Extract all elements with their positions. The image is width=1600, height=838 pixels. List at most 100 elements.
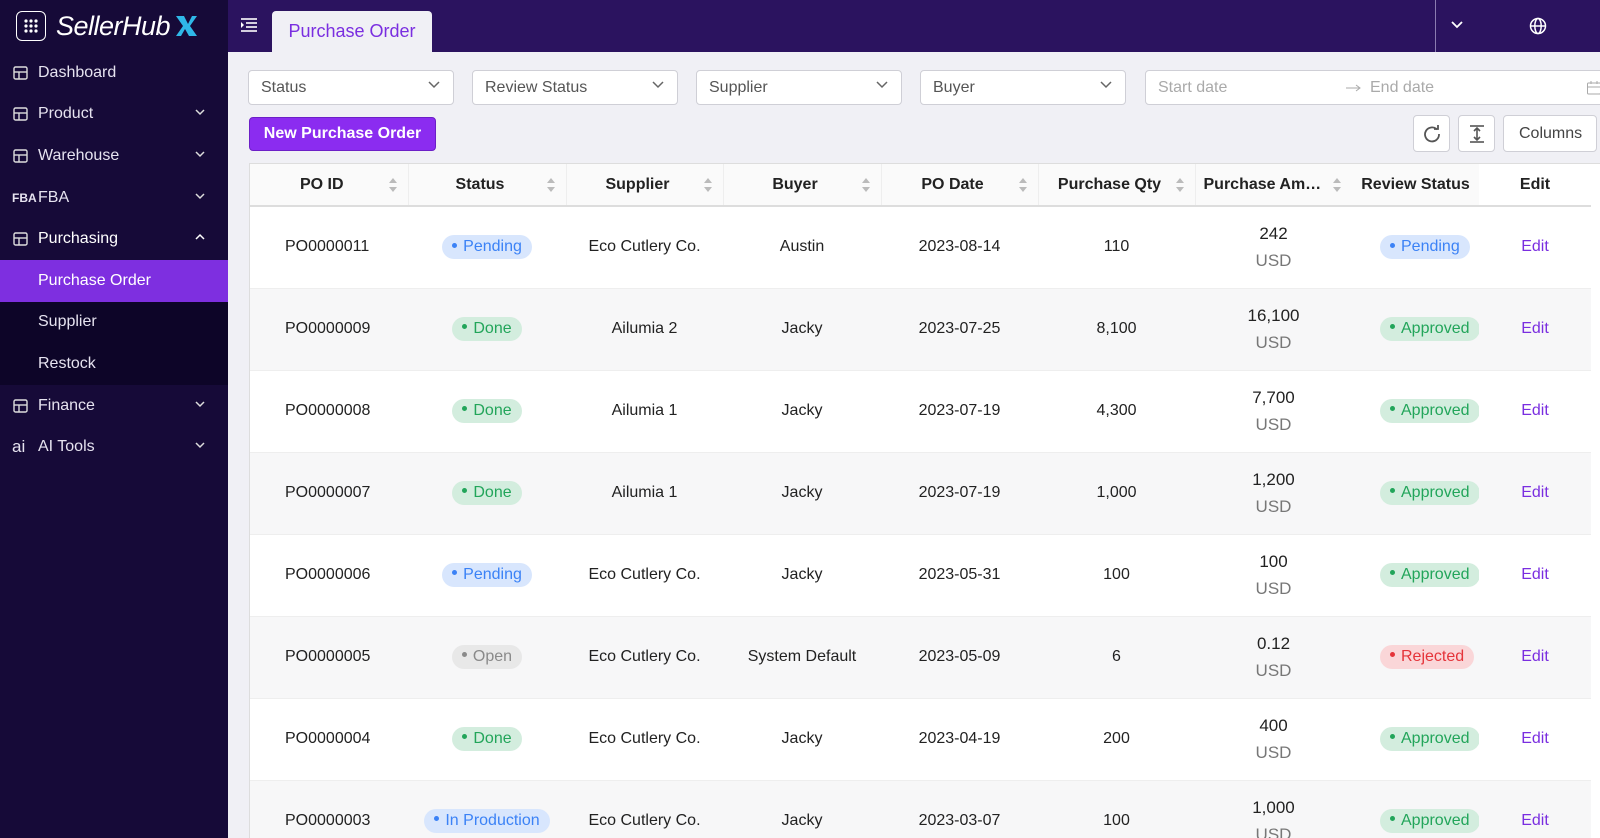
table: PO ID Status Supplier Buyer PO Date Purchase … <box>250 164 1591 838</box>
menu-label: Warehouse <box>38 146 120 164</box>
chevron-icon <box>652 81 664 89</box>
po-id: PO0000005 <box>250 616 408 699</box>
sort <box>703 177 713 198</box>
currency: USD <box>1255 497 1292 516</box>
column-header[interactable]: PO Date <box>880 164 1038 207</box>
menu-icon <box>13 398 28 413</box>
po-id: PO0000009 <box>250 288 408 371</box>
edit-link[interactable]: Edit <box>1521 566 1549 583</box>
menu-item[interactable]: Warehouse <box>0 135 228 177</box>
edit-link[interactable]: Edit <box>1521 484 1549 501</box>
review-badge: Approved <box>1380 809 1479 833</box>
amount: 1,200 <box>1252 470 1295 489</box>
filter-select[interactable]: Status <box>248 70 454 105</box>
edit-link[interactable]: Edit <box>1521 648 1549 665</box>
menu-item[interactable]: Product <box>0 94 228 136</box>
review-badge: Approved <box>1380 317 1479 341</box>
sort <box>861 177 871 198</box>
po-date: 2023-04-19 <box>881 698 1038 781</box>
menu-icon: FBA <box>12 190 37 205</box>
column-label: Edit <box>1519 175 1551 193</box>
column-header[interactable]: PO ID <box>250 164 408 207</box>
filter-select[interactable]: Review Status <box>472 70 678 105</box>
column-header[interactable]: Status <box>407 164 566 207</box>
menu-item[interactable]: Dashboard <box>0 52 228 94</box>
status-badge-cell: Pending <box>408 206 566 289</box>
amount-cell: 1,000 USD <box>1195 780 1352 838</box>
amount: 1,000 <box>1252 798 1295 817</box>
status-badge: Done <box>452 317 522 341</box>
amount: 16,100 <box>1247 306 1300 325</box>
review-badge-cell: Approved <box>1352 780 1479 838</box>
new-button[interactable]: New Purchase Order <box>249 117 436 151</box>
table-row: PO0000008 Done Ailumia 1 Jacky 2023-07-19 4,3… <box>250 370 1591 453</box>
menu-item[interactable]: Purchasing <box>0 218 228 260</box>
menu-label: Product <box>38 105 94 123</box>
buyer: Jacky <box>723 534 881 617</box>
divider <box>1435 0 1436 52</box>
column-header[interactable]: Buyer <box>722 164 881 207</box>
edit-link[interactable]: Edit <box>1521 730 1549 747</box>
submenu-item[interactable]: Supplier <box>0 302 228 344</box>
reload-button[interactable] <box>1413 115 1450 152</box>
menu-icon-wrap <box>12 147 38 165</box>
action-cell: Edit <box>1479 206 1591 289</box>
filter-select[interactable]: Supplier <box>696 70 902 105</box>
apps-icon[interactable] <box>16 11 46 41</box>
column-header[interactable]: Supplier <box>565 164 723 207</box>
purchase-qty: 8,100 <box>1038 288 1195 371</box>
chevron-icon <box>195 109 205 116</box>
filter-select[interactable]: Buyer <box>920 70 1126 105</box>
po-id: PO0000003 <box>250 780 408 838</box>
status-badge-cell: Open <box>408 616 566 699</box>
review-badge-cell: Pending <box>1352 206 1479 289</box>
menu-item[interactable]: ai AI Tools <box>0 426 228 468</box>
menu-item[interactable]: Finance <box>0 385 228 427</box>
buyer: System Default <box>723 616 881 699</box>
globe-icon[interactable] <box>1529 17 1547 35</box>
currency: USD <box>1255 661 1292 680</box>
chevron-icon <box>1100 81 1112 89</box>
buyer: Jacky <box>723 452 881 535</box>
end-date: End date <box>1370 78 1435 96</box>
submenu-item[interactable]: Restock <box>0 343 228 385</box>
edit-link[interactable]: Edit <box>1521 320 1549 337</box>
collapse-icon[interactable] <box>240 17 258 33</box>
purchase-qty: 100 <box>1038 534 1195 617</box>
purchase-qty: 1,000 <box>1038 452 1195 535</box>
density-button[interactable] <box>1458 115 1495 152</box>
header-row: PO ID Status Supplier Buyer PO Date Purchase … <box>250 164 1591 207</box>
status-badge: Done <box>452 481 522 505</box>
amount-cell: 400 USD <box>1195 698 1352 781</box>
status-badge-cell: In Production <box>408 780 566 838</box>
edit-link[interactable]: Edit <box>1521 812 1549 829</box>
amount: 400 <box>1259 716 1288 735</box>
menu-icon-wrap <box>12 105 38 123</box>
column-label: PO Date <box>921 175 984 193</box>
po-date: 2023-05-31 <box>881 534 1038 617</box>
date-range[interactable]: Start date End date <box>1145 70 1600 105</box>
amount-cell: 1,200 USD <box>1195 452 1352 535</box>
status-badge: Open <box>451 645 523 669</box>
chevron-icon <box>428 81 440 89</box>
submenu-item[interactable]: Purchase Order <box>0 259 228 302</box>
sort <box>1332 177 1342 198</box>
menu-item[interactable]: FBA FBA <box>0 177 228 219</box>
chevron-icon <box>195 193 205 199</box>
column-header[interactable]: Purchase Qty <box>1037 164 1195 207</box>
currency: USD <box>1255 743 1292 762</box>
action-cell: Edit <box>1479 698 1591 781</box>
submenu: Purchase Order Supplier Restock <box>0 259 228 385</box>
tab[interactable]: Purchase Order <box>272 11 432 52</box>
review-badge-cell: Approved <box>1352 534 1479 617</box>
review-badge: Approved <box>1380 727 1479 751</box>
calendar-icon <box>1587 80 1600 94</box>
buyer: Jacky <box>723 370 881 453</box>
dropdown-icon[interactable] <box>1450 20 1464 30</box>
review-badge-cell: Approved <box>1352 370 1479 453</box>
edit-link[interactable]: Edit <box>1521 238 1549 256</box>
buyer: Jacky <box>723 288 881 371</box>
edit-link[interactable]: Edit <box>1521 402 1549 419</box>
columns-button[interactable]: Columns <box>1503 115 1598 152</box>
column-header[interactable]: Purchase Amount <box>1194 164 1352 207</box>
